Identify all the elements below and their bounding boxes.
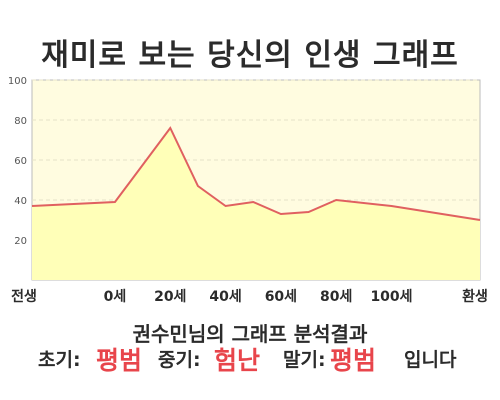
x-tick-label: 60세 xyxy=(265,289,297,305)
x-tick-label: 80세 xyxy=(320,289,352,305)
y-tick-label: 60 xyxy=(14,156,27,167)
analysis-title: 권수민님의 그래프 분석결과 xyxy=(132,322,368,346)
late-label: 말기: xyxy=(283,349,326,371)
x-tick-label: 100세 xyxy=(370,289,412,305)
life-line xyxy=(31,126,481,221)
early-value: 평범 xyxy=(96,346,143,375)
x-tick-label: 환생 xyxy=(462,288,488,305)
y-tick-label: 20 xyxy=(14,236,27,247)
page-title: 재미로 보는 당신의 인생 그래프 xyxy=(41,38,459,73)
x-tick-label: 20세 xyxy=(154,289,186,305)
early-label: 초기: xyxy=(38,349,81,371)
y-tick-label: 40 xyxy=(14,196,27,207)
x-tick-label: 0세 xyxy=(104,289,127,305)
y-tick-label: 80 xyxy=(14,116,27,127)
ending-text: 입니다 xyxy=(404,349,457,371)
late-value: 평범 xyxy=(330,346,377,375)
y-axis-ticks: 20 40 60 80 100 xyxy=(8,76,27,247)
x-axis-ticks: 전생 0세 20세 40세 60세 80세 100세 환생 xyxy=(11,288,488,305)
middle-value: 험난 xyxy=(214,346,261,375)
x-tick-label: 40세 xyxy=(209,289,241,305)
y-tick-label: 100 xyxy=(8,76,27,87)
middle-label: 중기: xyxy=(158,349,201,371)
x-tick-label: 전생 xyxy=(11,288,37,305)
